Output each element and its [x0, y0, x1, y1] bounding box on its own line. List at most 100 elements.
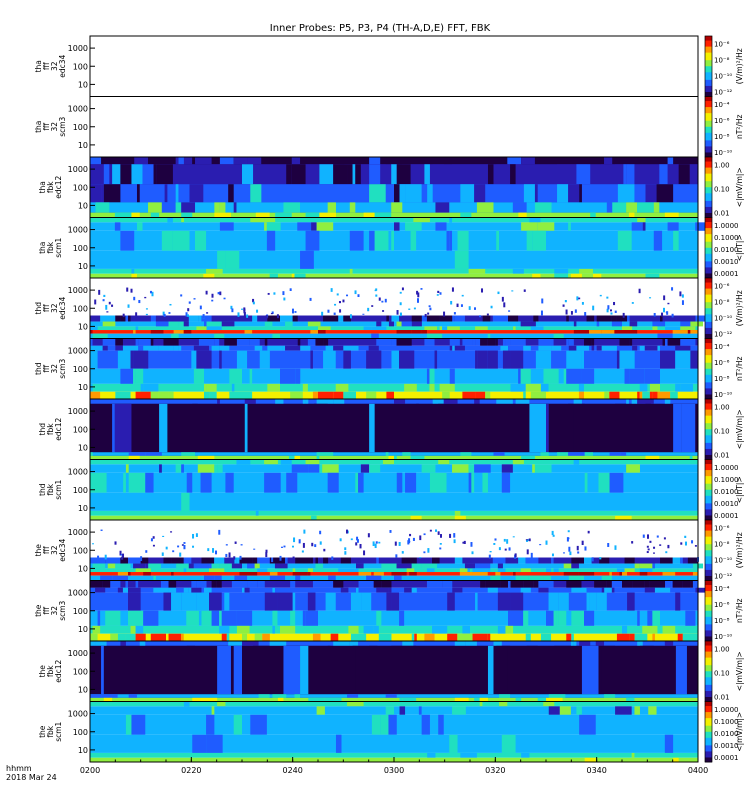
- fft-e-speckle: [481, 288, 484, 293]
- fft-b-cell: [204, 391, 210, 399]
- colorbar-cell: [705, 167, 712, 170]
- fft-e-speckle: [127, 304, 130, 308]
- fbk-e-cell: [579, 184, 582, 203]
- fft-e-speckle: [656, 535, 659, 538]
- colorbar-cell: [705, 699, 712, 702]
- fbk-e-cell: [637, 399, 654, 404]
- fft-e-cell: [252, 315, 258, 322]
- y-tick-label: 1000: [68, 44, 88, 53]
- fbk-b-cell: [617, 230, 632, 251]
- fft-b-cell: [388, 587, 392, 593]
- fft-b-cell: [92, 625, 101, 634]
- colorbar-cell: [705, 217, 712, 220]
- fft-e-speckle: [417, 292, 420, 298]
- fft-e-band-3: [90, 330, 698, 334]
- fft-e-cell: [247, 563, 255, 569]
- fft-e-speckle: [649, 540, 652, 543]
- fft-b-cell: [128, 610, 144, 626]
- fbk-e-cell: [595, 641, 605, 646]
- fbk-b-cell: [499, 701, 508, 707]
- colorbar-cell: [705, 650, 712, 653]
- colorbar-cell: [705, 352, 712, 355]
- chart-title: Inner Probes: P5, P3, P4 (TH-A,D,E) FFT,…: [270, 23, 491, 34]
- fbk-b-cell: [526, 230, 533, 251]
- fbk-b-cell: [291, 273, 295, 278]
- fft-e-speckle: [323, 548, 326, 552]
- fft-e-cell: [358, 572, 372, 576]
- fft-e-speckle: [375, 294, 378, 297]
- colorbar-cell: [705, 627, 712, 630]
- colorbar-cell: [705, 153, 712, 156]
- fbk-e-cell: [103, 184, 121, 203]
- fft-b-cell: [105, 610, 121, 626]
- fbk-e-cell: [258, 694, 270, 698]
- fft-e-speckle: [344, 547, 347, 551]
- fft-e-cell: [90, 326, 98, 331]
- fft-e-cell: [373, 572, 384, 576]
- colorbar-cell: [705, 725, 712, 728]
- fft-b-cell: [188, 587, 192, 593]
- colorbar-cell: [705, 274, 712, 277]
- fbk-e-cell: [490, 157, 497, 165]
- fbk-b-cell: [534, 464, 552, 473]
- fft-b-cell: [644, 368, 660, 384]
- fbk-b-cell: [297, 222, 312, 231]
- colorbar-cell: [705, 290, 712, 293]
- fft-e-cell: [315, 557, 318, 564]
- fft-e-cell: [454, 315, 465, 322]
- fbk-e-cell: [512, 202, 527, 213]
- fft-e-speckle: [526, 549, 529, 555]
- colorbar-cell: [705, 246, 712, 249]
- fft-e-cell: [584, 557, 592, 564]
- fft-e-speckle: [94, 299, 97, 305]
- fbk-e-cell: [678, 164, 690, 185]
- colorbar-cell: [705, 526, 712, 529]
- colorbar-cell: [705, 297, 712, 300]
- colorbar-cell: [705, 464, 712, 467]
- fbk-e-cell: [244, 403, 248, 453]
- colorbar-cell: [705, 666, 712, 669]
- fbk-b-cell: [418, 706, 422, 715]
- fft-e-cell: [236, 557, 240, 564]
- fbk-e-cell: [136, 184, 140, 203]
- colorbar-cell: [705, 302, 712, 305]
- fft-b-cell: [586, 592, 590, 611]
- colorbar-cell: [705, 388, 712, 391]
- fbk-b-cell: [631, 222, 643, 231]
- fbk-b-cell: [347, 701, 364, 707]
- panel-label-line: the: [34, 604, 43, 617]
- fbk-e-cell: [302, 399, 306, 404]
- colorbar-cell: [705, 137, 712, 140]
- fft-e-speckle: [231, 308, 234, 313]
- fft-b-cell: [551, 345, 562, 351]
- colorbar-cell: [705, 453, 712, 456]
- fbk-e-cell: [186, 645, 196, 695]
- y-tick-label: 100: [73, 183, 88, 192]
- colorbar-cell: [705, 690, 712, 693]
- colorbar-cell: [705, 43, 712, 46]
- colorbar-cell: [705, 362, 712, 365]
- colorbar-cell: [705, 324, 712, 327]
- fft-e-cell: [239, 572, 242, 576]
- colorbar-tick-label: 1.0000: [714, 464, 739, 472]
- fft-e-cell: [472, 572, 488, 576]
- fft-b-cell: [505, 625, 511, 634]
- colorbar-cell: [705, 140, 712, 143]
- fft-e-speckle: [375, 288, 378, 291]
- fft-e-speckle: [409, 533, 412, 537]
- fft-e-cell: [680, 557, 683, 564]
- fft-e-cell: [196, 326, 207, 331]
- colorbar-cell: [705, 358, 712, 361]
- colorbar-tick-label: 10⁻¹⁰: [714, 633, 732, 641]
- colorbar-cell: [705, 468, 712, 471]
- fft-e-cell: [117, 572, 128, 576]
- panel-label-line: fbk: [46, 423, 55, 435]
- fft-b-cell: [480, 338, 488, 346]
- fft-e-speckle: [416, 290, 419, 295]
- fft-b-cell: [350, 633, 367, 641]
- colorbar-tick-label: 0.0010: [714, 258, 739, 266]
- fbk-e-cell: [313, 403, 328, 453]
- fft-e-speckle: [179, 552, 182, 557]
- colorbar-cell: [705, 326, 712, 329]
- fft-b-cell: [133, 350, 149, 369]
